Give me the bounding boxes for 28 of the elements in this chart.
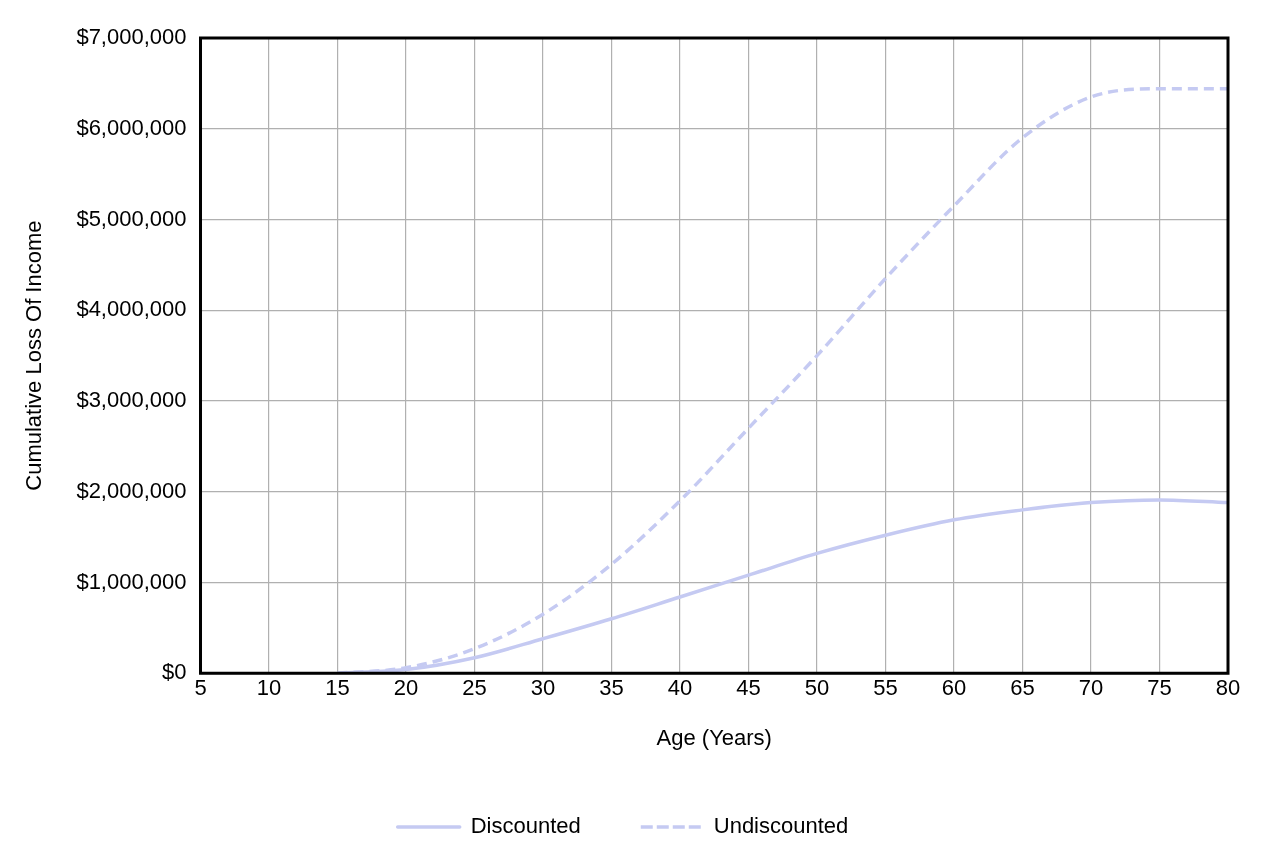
y-tick-label: $4,000,000 [76,296,187,322]
y-tick-label: $6,000,000 [76,114,187,140]
legend-label: Undiscounted [713,813,849,839]
y-tick-label: $2,000,000 [76,477,187,503]
x-tick-label: 5 [194,675,207,701]
y-axis-title: Cumulative Loss Of Income [21,220,47,491]
x-tick-label: 50 [804,675,830,701]
x-tick-label: 60 [941,675,967,701]
x-tick-label: 25 [462,675,487,701]
x-axis-title: Age (Years) [656,724,772,750]
x-tick-label: 80 [1215,675,1241,701]
x-tick-label: 40 [667,675,693,701]
x-tick-label: 10 [256,675,282,701]
legend-label: Discounted [470,813,581,839]
x-tick-label: 75 [1147,675,1172,701]
x-tick-label: 35 [599,675,624,701]
y-tick-label: $1,000,000 [76,568,187,594]
y-tick-label: $3,000,000 [76,387,187,413]
y-tick-label: $7,000,000 [76,24,187,50]
x-tick-label: 55 [873,675,898,701]
x-tick-label: 65 [1010,675,1035,701]
x-tick-label: 15 [325,675,350,701]
x-tick-label: 45 [736,675,761,701]
x-tick-label: 20 [393,675,419,701]
y-tick-label: $5,000,000 [76,205,187,231]
x-tick-label: 70 [1078,675,1104,701]
x-tick-label: 30 [530,675,556,701]
y-tick-label: $0 [162,659,187,685]
